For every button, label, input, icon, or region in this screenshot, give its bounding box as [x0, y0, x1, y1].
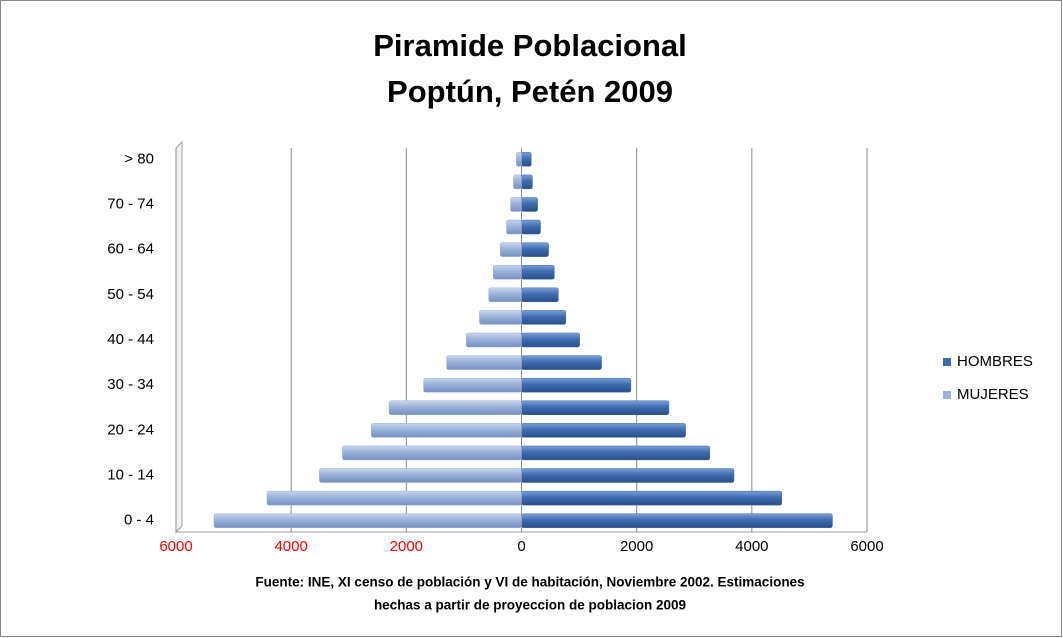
- legend-swatch: [943, 391, 951, 399]
- bar: [423, 377, 522, 393]
- y-tick-label: 10 - 14: [107, 466, 154, 483]
- plot-wall: [175, 140, 183, 534]
- bar: [493, 264, 522, 280]
- bar: [521, 332, 580, 348]
- bar: [513, 174, 522, 190]
- bar: [521, 197, 538, 212]
- bar: [213, 513, 522, 528]
- bar: [521, 174, 533, 190]
- x-tick-label: 2000: [620, 538, 653, 555]
- source-note: hechas a partir de proyeccion de poblaci…: [374, 598, 686, 613]
- y-tick-label: 0 - 4: [124, 512, 154, 529]
- legend-label: MUJERES: [957, 386, 1029, 403]
- bar: [521, 264, 555, 280]
- bar: [521, 355, 602, 370]
- x-tick-label: 4000: [274, 538, 307, 555]
- y-tick-label: 70 - 74: [107, 195, 154, 212]
- source-note: Fuente: INE, XI censo de población y VI …: [255, 575, 804, 590]
- bar: [510, 197, 522, 212]
- bar: [488, 287, 522, 303]
- bar: [521, 423, 686, 438]
- bar: [266, 490, 522, 506]
- bar: [521, 152, 532, 167]
- x-tick-label: 0: [517, 538, 525, 555]
- bar: [370, 423, 522, 438]
- bar: [465, 332, 522, 348]
- y-tick-label: 50 - 54: [107, 286, 154, 303]
- bar: [388, 400, 522, 416]
- bar: [521, 400, 670, 416]
- bar: [499, 242, 522, 257]
- bar: [521, 287, 559, 303]
- bar: [521, 445, 711, 461]
- y-tick-label: 40 - 44: [107, 331, 154, 348]
- y-tick-label: 60 - 64: [107, 241, 154, 258]
- bar: [521, 219, 541, 235]
- y-tick-label: 30 - 34: [107, 376, 154, 393]
- bar: [521, 513, 833, 528]
- bar: [506, 219, 522, 235]
- x-tick-label: 2000: [390, 538, 423, 555]
- x-tick-label: 6000: [850, 538, 883, 555]
- bar: [521, 490, 783, 506]
- chart-title: Piramide Poblacional: [373, 28, 687, 63]
- y-tick-label: > 80: [124, 150, 154, 167]
- bar: [479, 310, 522, 325]
- y-tick-label: 20 - 24: [107, 421, 154, 438]
- x-tick-label: 4000: [735, 538, 768, 555]
- x-tick-label: 6000: [159, 538, 192, 555]
- bar: [521, 468, 735, 483]
- chart-title: Poptún, Petén 2009: [387, 74, 673, 109]
- bar: [446, 355, 522, 370]
- bar: [342, 445, 522, 461]
- bar: [521, 310, 567, 325]
- bar: [516, 152, 522, 167]
- bar: [319, 468, 522, 483]
- legend-label: HOMBRES: [957, 353, 1033, 370]
- bar: [521, 242, 549, 257]
- legend-swatch: [943, 358, 951, 366]
- bar: [521, 377, 632, 393]
